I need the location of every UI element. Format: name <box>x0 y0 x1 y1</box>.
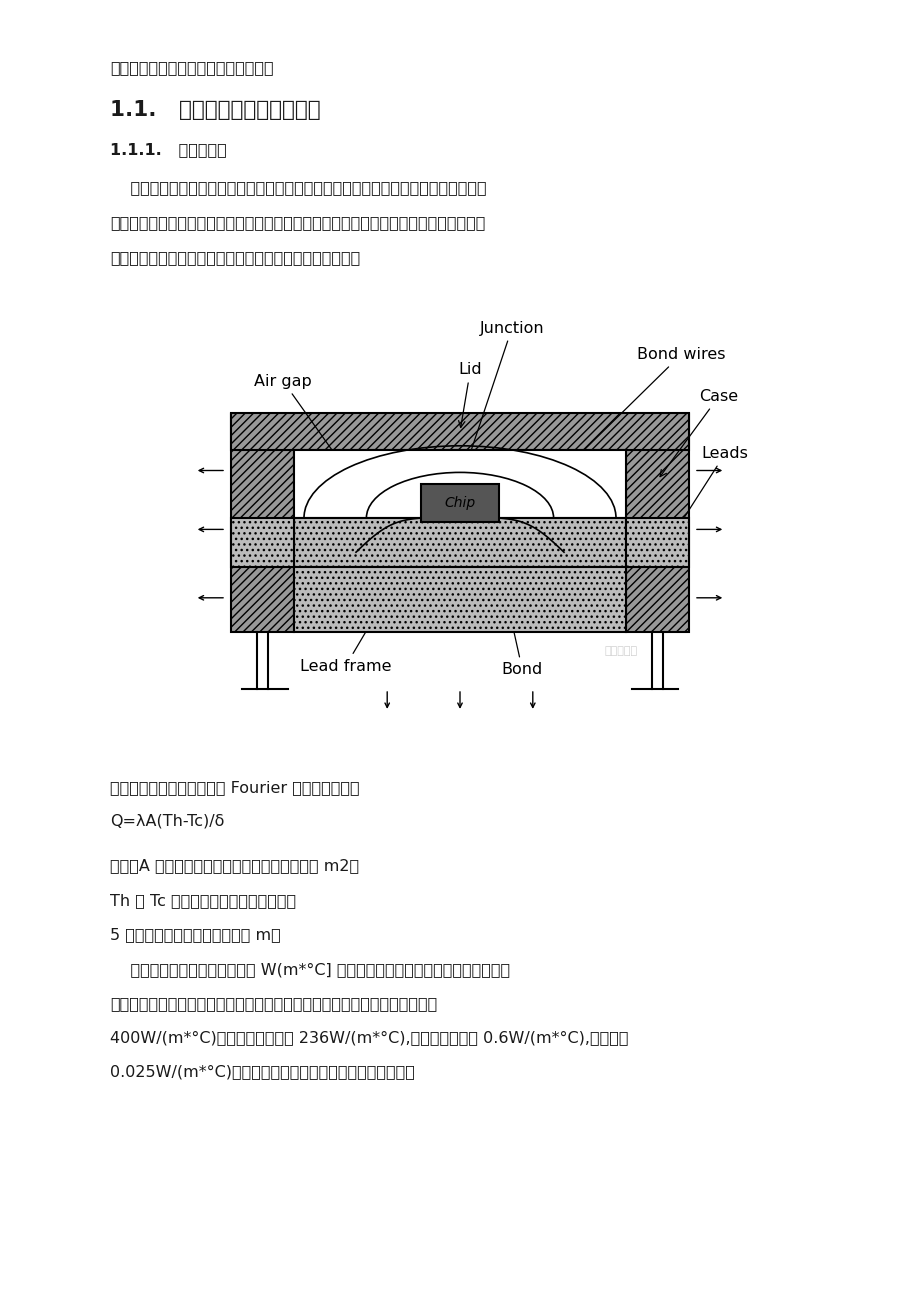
Text: Junction: Junction <box>460 320 544 480</box>
Text: 而产生的热量称为导热。例如，固体内部的热量传递和不同固体通过接触面的热量传递都: 而产生的热量称为导热。例如，固体内部的热量传递和不同固体通过接触面的热量传递都 <box>110 215 485 230</box>
Text: 不超过标准及规范所规定的最高温度。: 不超过标准及规范所规定的最高温度。 <box>110 60 273 75</box>
Text: Th 与 Tc 分别为高温与低温面的温度，: Th 与 Tc 分别为高温与低温面的温度， <box>110 892 296 908</box>
Bar <box>626 414 688 632</box>
Bar <box>293 567 626 632</box>
Text: 1.1.1.   热传导换热: 1.1.1. 热传导换热 <box>110 142 226 157</box>
Text: Lid: Lid <box>458 363 482 428</box>
Text: Bond wires: Bond wires <box>540 347 724 492</box>
Bar <box>231 414 688 450</box>
Bar <box>626 518 688 567</box>
Bar <box>293 450 626 518</box>
Text: 导热过程中传递的热量按照 Fourier 导热定律计算：: 导热过程中传递的热量按照 Fourier 导热定律计算： <box>110 781 359 795</box>
Bar <box>293 518 626 567</box>
Text: 1.1.   热量传递的三种基本方式: 1.1. 热量传递的三种基本方式 <box>110 100 321 120</box>
Text: 入为材料的导热系数，单位为 W(m*°C] 表示了该材料导热能力的大小。一般说，: 入为材料的导热系数，单位为 W(m*°C] 表示了该材料导热能力的大小。一般说， <box>110 961 509 977</box>
Text: Bond: Bond <box>501 604 542 678</box>
Text: 物体各部分之间不发生相对位移时，依靠分子、原子及自由电子等微观例子的热运动: 物体各部分之间不发生相对位移时，依靠分子、原子及自由电子等微观例子的热运动 <box>110 180 486 195</box>
Bar <box>421 484 498 522</box>
Bar <box>231 414 293 632</box>
Text: Case: Case <box>659 389 738 476</box>
Text: Q=λA(Th-Tc)/δ: Q=λA(Th-Tc)/δ <box>110 814 224 829</box>
Text: 是导热现象。芯片向壳体外部传递热量主要就是通过导热。: 是导热现象。芯片向壳体外部传递热量主要就是通过导热。 <box>110 250 360 265</box>
Text: Lead frame: Lead frame <box>300 546 415 674</box>
Text: 0.025W/(m*°C)左右。铝的导热系数高且密度低，所以散热: 0.025W/(m*°C)左右。铝的导热系数高且密度低，所以散热 <box>110 1064 414 1079</box>
Text: 5 为两个面之间的距离，单位为 m。: 5 为两个面之间的距离，单位为 m。 <box>110 928 280 942</box>
Bar <box>231 518 293 567</box>
Text: Air gap: Air gap <box>254 373 353 480</box>
Text: Chip: Chip <box>444 496 475 510</box>
Text: 固体的导热系数大于液体，液体的大于气体。例如常温下纯铜的导热系数高达: 固体的导热系数大于液体，液体的大于气体。例如常温下纯铜的导热系数高达 <box>110 997 437 1011</box>
Text: 设计分享君: 设计分享君 <box>604 647 637 656</box>
Text: Leads: Leads <box>670 446 748 539</box>
Text: 400W/(m*°C)纯铝的导热系数为 236W/(m*°C),水的导热系数为 0.6W/(m*°C),而空气仅: 400W/(m*°C)纯铝的导热系数为 236W/(m*°C),水的导热系数为 … <box>110 1030 628 1045</box>
Text: 其中：A 为与热量传递方向垂直的面积，单位为 m2；: 其中：A 为与热量传递方向垂直的面积，单位为 m2； <box>110 857 358 873</box>
